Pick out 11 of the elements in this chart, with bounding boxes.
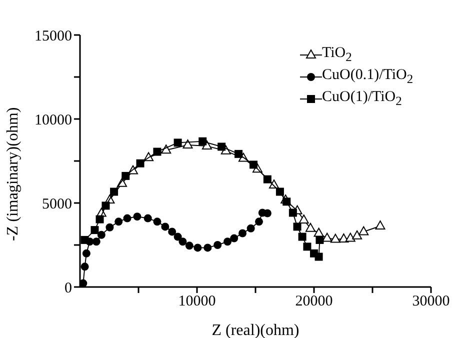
x-tick-label: 20000	[295, 294, 333, 310]
y-axis-title: -Z (imaginary)(ohm)	[4, 107, 22, 241]
y-tick-label: 15000	[34, 28, 72, 44]
legend-label: CuO(0.1)/TiO$_{2}$	[322, 66, 414, 88]
y-tick-label: 0	[64, 280, 72, 296]
y-tick-label: 10000	[34, 112, 72, 128]
legend-label: TiO$_{2}$	[322, 44, 352, 66]
legend-label: CuO(1)/TiO$_{2}$	[322, 88, 402, 110]
x-tick-label: 10000	[178, 294, 216, 310]
x-tick-label: 30000	[412, 294, 450, 310]
y-tick-label: 5000	[42, 196, 72, 212]
